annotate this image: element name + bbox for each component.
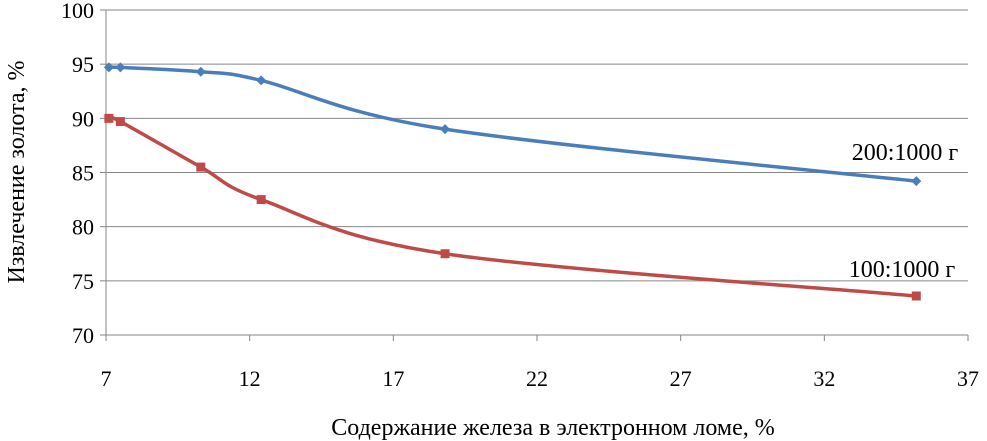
series-1 — [103, 62, 922, 187]
x-tick-label-27: 27 — [670, 366, 692, 391]
series-1-point-3 — [195, 66, 206, 77]
y-tick-label-95: 95 — [72, 52, 94, 77]
x-tick-label-22: 22 — [526, 366, 548, 391]
axes — [100, 9, 969, 341]
y-tick-label-85: 85 — [72, 161, 94, 186]
x-tick-label-17: 17 — [382, 366, 404, 391]
x-axis-title: Содержание железа в электронном ломе, % — [331, 415, 774, 441]
series-labels: 200:1000 г 100:1000 г — [849, 140, 959, 283]
series-1-point-6 — [911, 176, 922, 187]
series-2-point-1 — [104, 113, 114, 123]
series-1-line — [107, 65, 919, 183]
y-tick-label-80: 80 — [72, 215, 94, 240]
series-2-point-3 — [196, 162, 206, 172]
series-2-point-2 — [115, 117, 125, 127]
y-tick-label-90: 90 — [72, 106, 94, 131]
series-2-point-4 — [256, 195, 266, 205]
series-2-point-5 — [440, 249, 450, 259]
y-tick-label-75: 75 — [72, 269, 94, 294]
x-tick-label-37: 37 — [957, 366, 979, 391]
x-tick-label-7: 7 — [101, 366, 112, 391]
series-layer — [103, 62, 922, 301]
grid — [106, 9, 968, 282]
y-tick-label-70: 70 — [72, 323, 94, 348]
y-tick-labels: 70 75 80 85 90 95 100 — [61, 0, 94, 348]
y-axis-title: Извлечение золота, % — [4, 60, 30, 283]
series-1-label: 200:1000 г — [852, 140, 959, 166]
y-tick-label-100: 100 — [61, 0, 94, 23]
series-2 — [104, 113, 921, 301]
x-tick-labels: 7 12 17 22 27 32 37 — [101, 366, 980, 391]
series-1-point-5 — [440, 124, 451, 135]
series-1-point-2 — [115, 62, 126, 73]
series-2-point-6 — [911, 291, 921, 301]
series-1-point-4 — [256, 75, 267, 86]
series-2-label: 100:1000 г — [849, 257, 956, 283]
series-1-point-1 — [103, 62, 114, 73]
x-tick-label-12: 12 — [239, 366, 261, 391]
series-2-line — [107, 115, 919, 298]
x-tick-label-32: 32 — [813, 366, 835, 391]
